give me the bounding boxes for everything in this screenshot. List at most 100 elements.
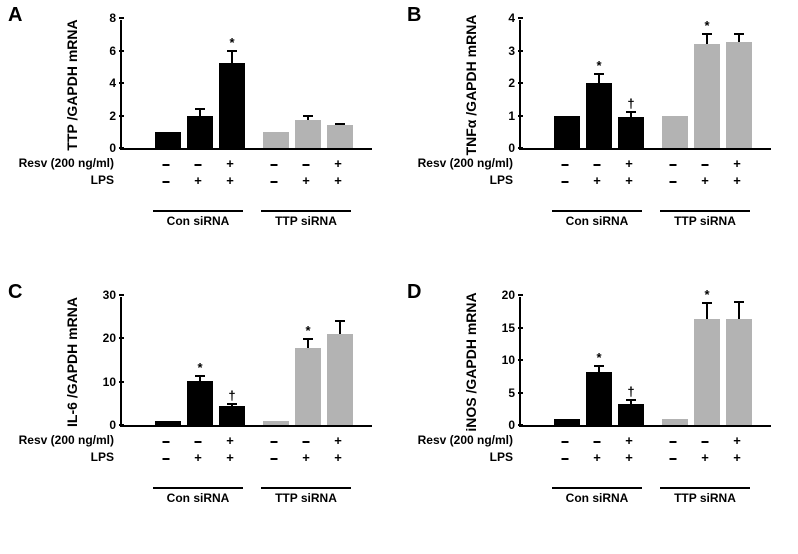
y-tick: 20 [103, 331, 122, 345]
condition-value: + [733, 450, 741, 465]
condition-value [271, 450, 278, 465]
condition-value [271, 156, 278, 171]
minus-icon [562, 181, 569, 183]
condition-label: Resv (200 ng/ml) [418, 433, 519, 447]
significance-marker: * [229, 36, 234, 49]
condition-value: + [625, 173, 633, 188]
group-bracket [552, 210, 642, 212]
condition-label: Resv (200 ng/ml) [19, 156, 120, 170]
y-tick: 0 [508, 141, 521, 155]
y-tick: 0 [109, 141, 122, 155]
condition-value: + [625, 156, 633, 171]
error-cap [594, 365, 604, 367]
significance-marker: † [627, 97, 634, 110]
group-label: Con siRNA [566, 214, 629, 228]
y-tick: 8 [109, 11, 122, 25]
error-bar [199, 109, 201, 116]
minus-icon [670, 181, 677, 183]
significance-marker: * [704, 19, 709, 32]
y-axis-label: IL-6 /GAPDH mRNA [64, 297, 80, 427]
condition-value: + [733, 173, 741, 188]
condition-value [670, 450, 677, 465]
group-label: TTP siRNA [275, 214, 337, 228]
panel-letter: A [8, 4, 22, 27]
error-bar [598, 74, 600, 83]
bar [327, 125, 353, 148]
condition-value [670, 156, 677, 171]
condition-value: + [302, 450, 310, 465]
minus-icon [670, 441, 677, 443]
condition-value [670, 173, 677, 188]
y-tick: 0 [109, 418, 122, 432]
minus-icon [702, 441, 709, 443]
condition-value [195, 156, 202, 171]
bar [694, 44, 720, 148]
minus-icon [163, 458, 170, 460]
bar [295, 120, 321, 148]
group-bracket [660, 210, 750, 212]
bar [586, 83, 612, 148]
error-cap [626, 399, 636, 401]
group-label: Con siRNA [167, 491, 230, 505]
condition-value: + [194, 450, 202, 465]
error-cap [227, 403, 237, 405]
chart-D: 05101520*†* [519, 297, 771, 427]
error-bar [630, 400, 632, 404]
condition-value [562, 156, 569, 171]
y-tick: 1 [508, 109, 521, 123]
error-cap [227, 50, 237, 52]
error-cap [303, 115, 313, 117]
condition-value [562, 173, 569, 188]
bar [662, 419, 688, 426]
error-bar [598, 366, 600, 373]
condition-value [163, 433, 170, 448]
significance-marker: * [704, 288, 709, 301]
condition-value [562, 433, 569, 448]
significance-marker: * [596, 59, 601, 72]
y-tick: 10 [502, 353, 521, 367]
significance-marker: * [596, 351, 601, 364]
chart-B: 01234*†* [519, 20, 771, 150]
error-cap [702, 33, 712, 35]
condition-value [195, 433, 202, 448]
panel-B: B01234*†*TNFα /GAPDH mRNAResv (200 ng/ml… [399, 0, 798, 277]
minus-icon [670, 458, 677, 460]
condition-value [702, 156, 709, 171]
condition-label: LPS [490, 450, 519, 464]
condition-value [594, 433, 601, 448]
error-cap [626, 111, 636, 113]
minus-icon [303, 441, 310, 443]
minus-icon [562, 441, 569, 443]
significance-marker: * [305, 324, 310, 337]
y-tick: 4 [109, 76, 122, 90]
condition-value: + [625, 450, 633, 465]
group-bracket [261, 487, 351, 489]
condition-value: + [701, 450, 709, 465]
condition-value: + [226, 156, 234, 171]
condition-value: + [593, 450, 601, 465]
error-bar [307, 116, 309, 120]
minus-icon [271, 441, 278, 443]
condition-value [303, 156, 310, 171]
error-cap [335, 320, 345, 322]
minus-icon [303, 164, 310, 166]
group-label: Con siRNA [566, 491, 629, 505]
bar [219, 63, 245, 148]
bar [295, 348, 321, 425]
error-cap [335, 123, 345, 125]
y-tick: 10 [103, 375, 122, 389]
bar [726, 319, 752, 425]
bar [155, 132, 181, 148]
bar [187, 381, 213, 425]
y-axis-label: TTP /GAPDH mRNA [64, 19, 80, 150]
condition-value: + [733, 156, 741, 171]
error-bar [706, 34, 708, 44]
condition-value [271, 173, 278, 188]
error-bar [630, 112, 632, 117]
condition-label: Resv (200 ng/ml) [418, 156, 519, 170]
bar [327, 334, 353, 425]
condition-label: LPS [490, 173, 519, 187]
significance-marker: * [197, 361, 202, 374]
error-cap [195, 108, 205, 110]
condition-value [163, 450, 170, 465]
